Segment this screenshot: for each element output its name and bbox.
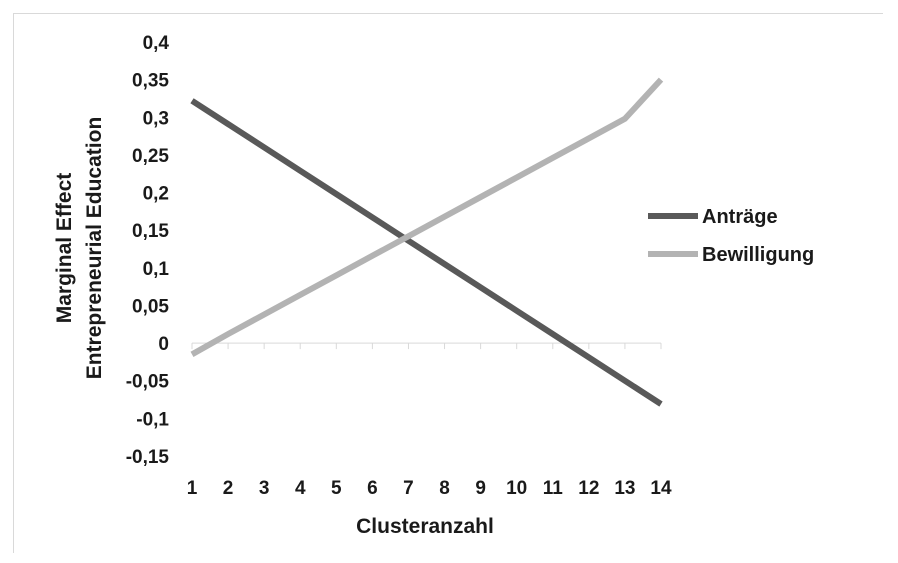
x-tick-label: 1 — [187, 478, 198, 499]
y-tick-label: -0,1 — [136, 409, 169, 430]
legend: Anträge Bewilligung — [648, 206, 814, 266]
y-tick-label: 0,3 — [143, 108, 169, 129]
series-lines — [190, 77, 664, 407]
legend-label-antraege: Anträge — [702, 206, 778, 228]
x-tick-label: 13 — [614, 478, 635, 499]
x-axis: 1 2 3 4 5 6 7 8 9 10 11 12 13 14 — [187, 342, 672, 499]
legend-label-bewilligung: Bewilligung — [702, 244, 814, 266]
x-tick-label: 7 — [403, 478, 414, 499]
y-tick-label: 0,1 — [143, 259, 170, 280]
y-tick-label: 0,4 — [143, 33, 170, 54]
y-tick-label: 0,35 — [132, 71, 169, 92]
x-tick-label: 4 — [295, 478, 306, 499]
x-tick-label: 9 — [475, 478, 486, 499]
x-tick-label: 3 — [259, 478, 270, 499]
x-tick-label: 6 — [367, 478, 378, 499]
chart-frame — [13, 13, 883, 553]
y-axis-ticks: 0,4 0,35 0,3 0,25 0,2 0,15 0,1 0,05 0 -0,05 -0,1 -0… — [126, 33, 170, 468]
x-axis-title: Clusteranzahl — [356, 515, 494, 538]
x-tick-label: 2 — [223, 478, 234, 499]
x-tick-label: 14 — [650, 478, 672, 499]
y-tick-label: 0,15 — [132, 221, 169, 242]
x-tick-label: 5 — [331, 478, 342, 499]
y-tick-label: 0 — [158, 334, 169, 355]
x-tick-label: 12 — [578, 478, 599, 499]
y-tick-label: -0,15 — [126, 447, 170, 468]
y-tick-label: -0,05 — [126, 372, 170, 393]
series-line-antraege — [190, 98, 663, 407]
y-tick-label: 0,25 — [132, 146, 169, 167]
x-tick-label: 11 — [543, 478, 564, 499]
x-tick-label: 10 — [506, 478, 527, 499]
y-axis-title-line-2: Entrepreneurial Education — [83, 117, 106, 380]
y-tick-label: 0,2 — [143, 184, 169, 205]
series-line-bewilligung — [190, 77, 664, 357]
y-tick-label: 0,05 — [132, 296, 169, 317]
x-tick-label: 8 — [439, 478, 450, 499]
y-axis-title-line-1: Marginal Effect — [53, 173, 76, 324]
